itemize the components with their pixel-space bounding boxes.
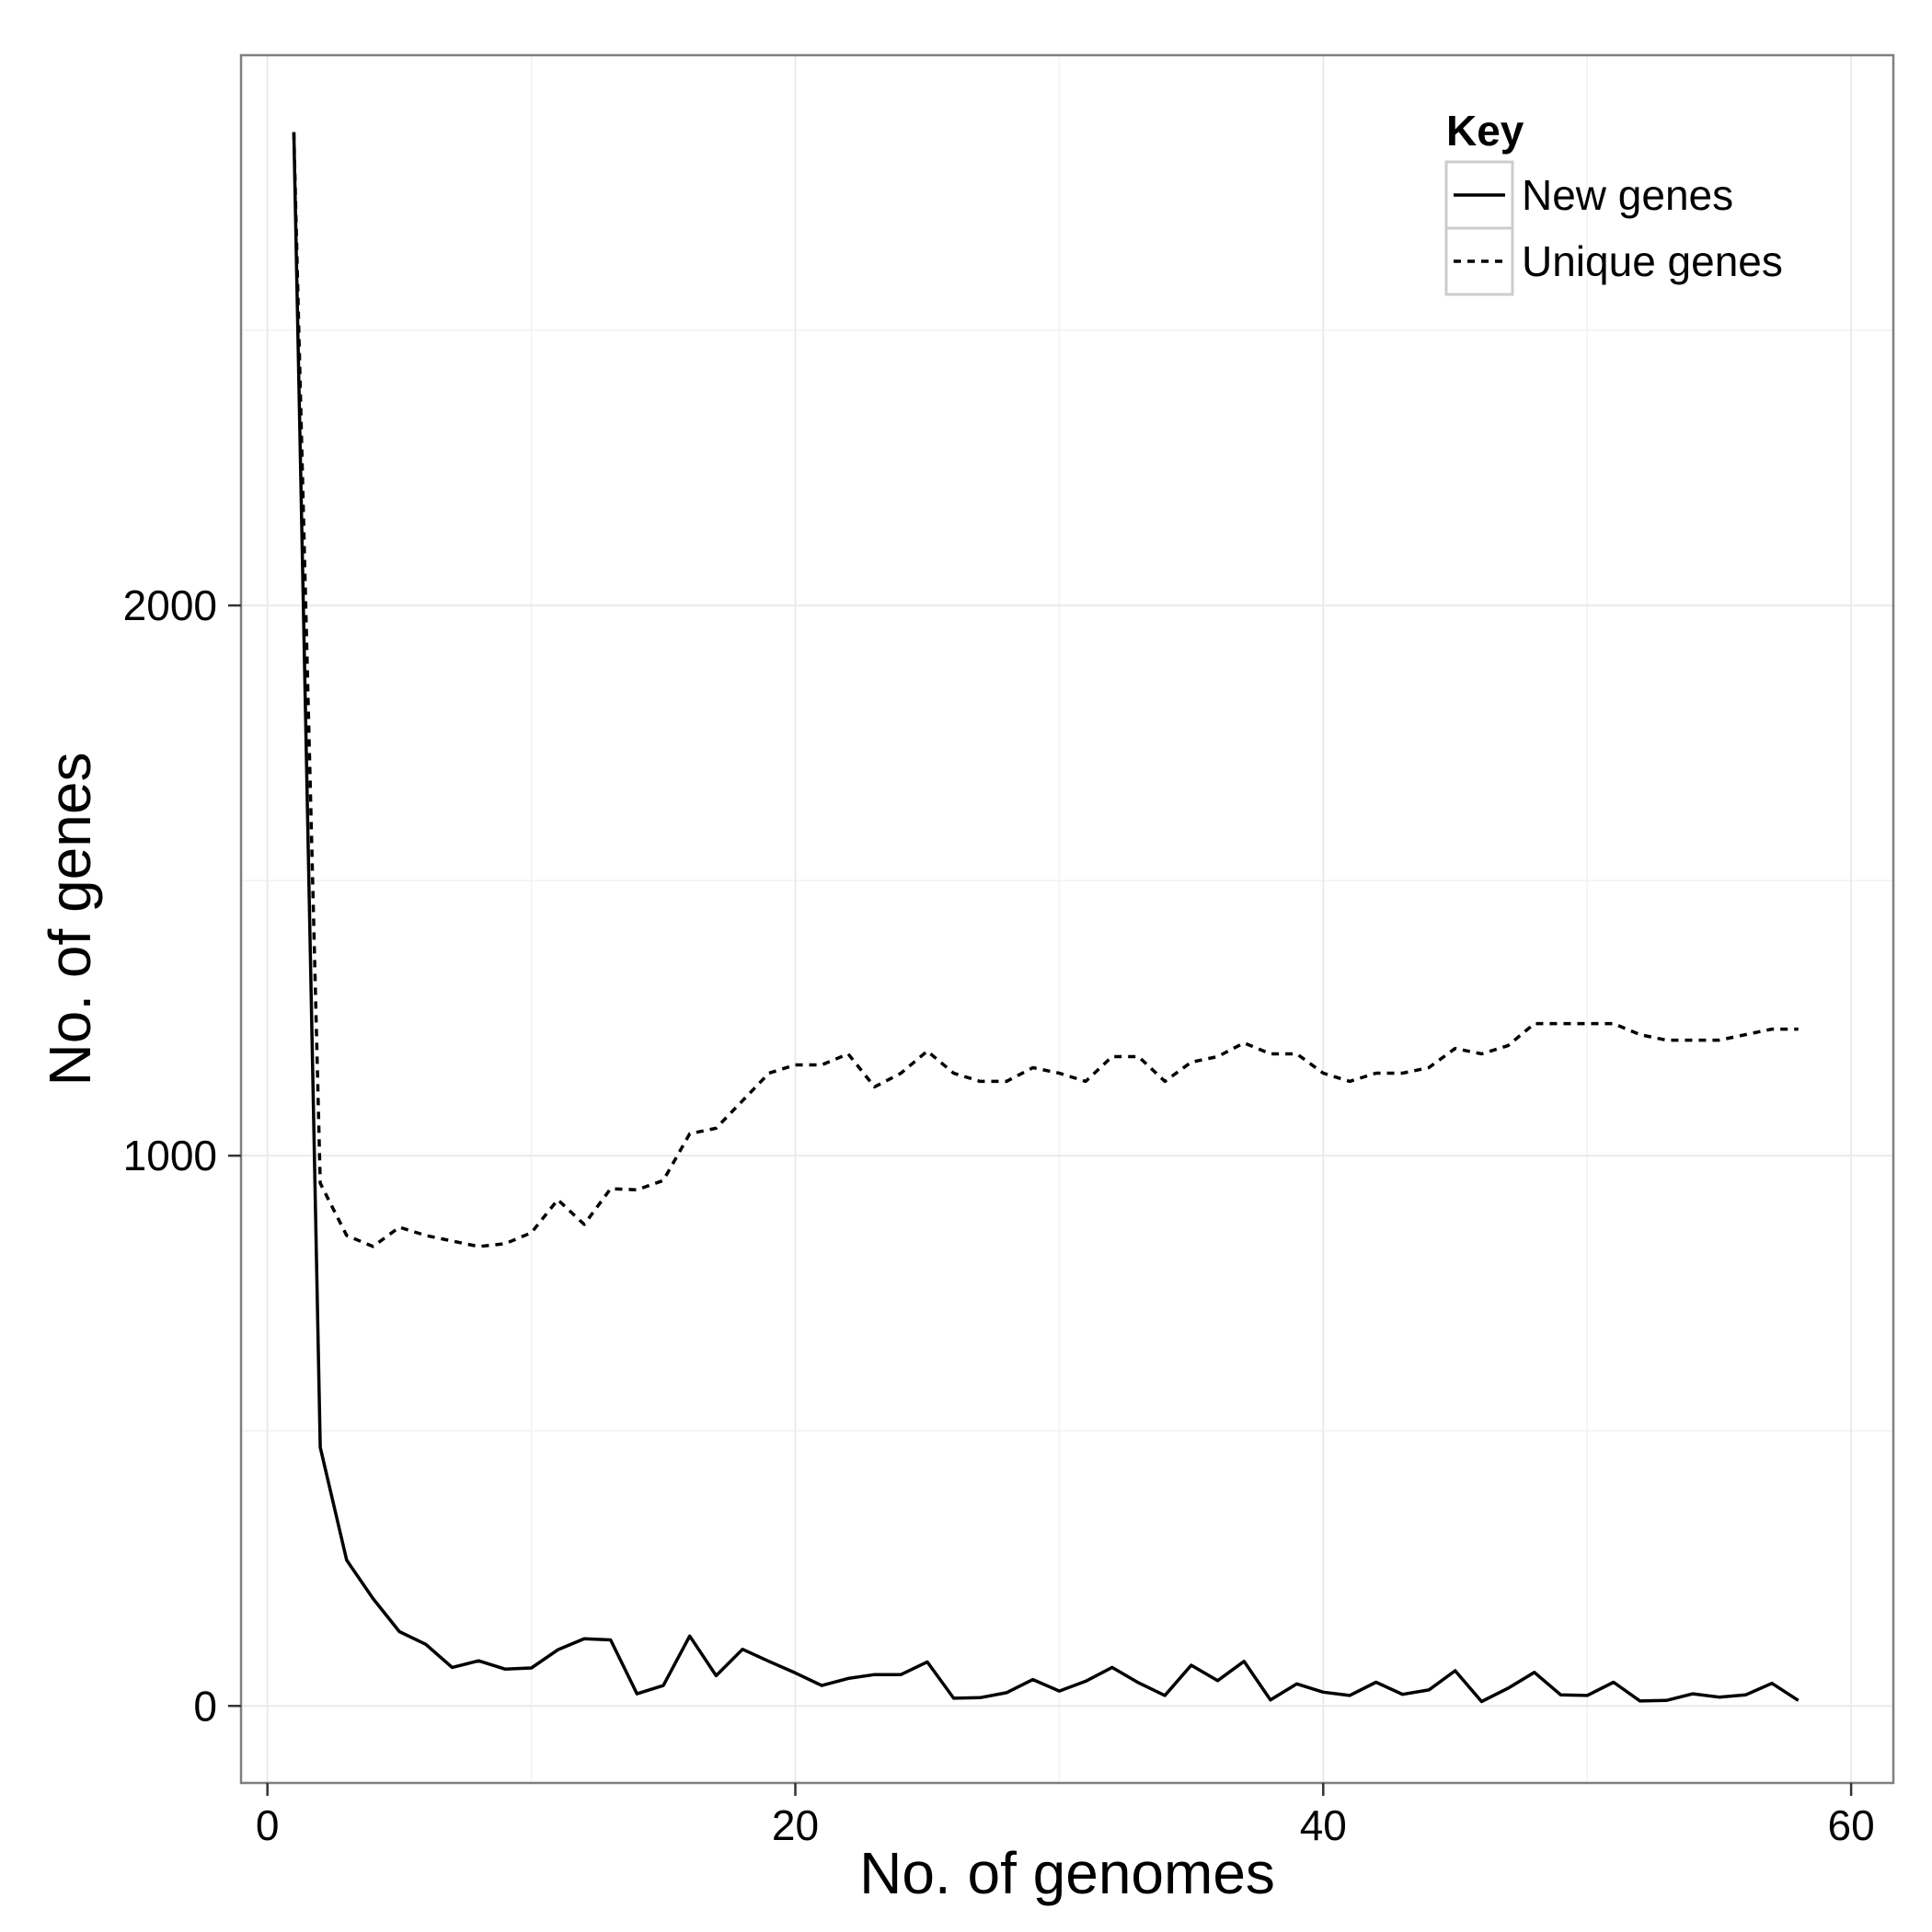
plot-border xyxy=(239,53,1895,1785)
plot-background xyxy=(241,55,1893,1783)
x-tick-label: 40 xyxy=(1300,1801,1347,1849)
axes: 0 20 40 60 0 1000 2000 xyxy=(123,581,1875,1849)
legend-label-new-genes: New genes xyxy=(1522,171,1733,219)
y-tick-label: 1000 xyxy=(123,1132,217,1179)
legend-label-unique-genes: Unique genes xyxy=(1522,237,1783,285)
x-tick-label: 20 xyxy=(772,1801,819,1849)
series-line-unique-genes xyxy=(292,132,1799,1248)
y-tick-label: 2000 xyxy=(123,581,217,629)
series-lines xyxy=(292,132,1800,1704)
y-tick-label: 0 xyxy=(193,1682,217,1730)
y-axis-title: No. of genes xyxy=(37,753,103,1087)
x-tick-label: 60 xyxy=(1828,1801,1875,1849)
series-line-new-genes xyxy=(292,132,1800,1704)
x-axis-title: No. of genomes xyxy=(859,1840,1275,1906)
x-tick-label: 0 xyxy=(256,1801,280,1849)
legend: Key New genes Unique genes xyxy=(1444,107,1783,296)
legend-title: Key xyxy=(1446,107,1524,155)
